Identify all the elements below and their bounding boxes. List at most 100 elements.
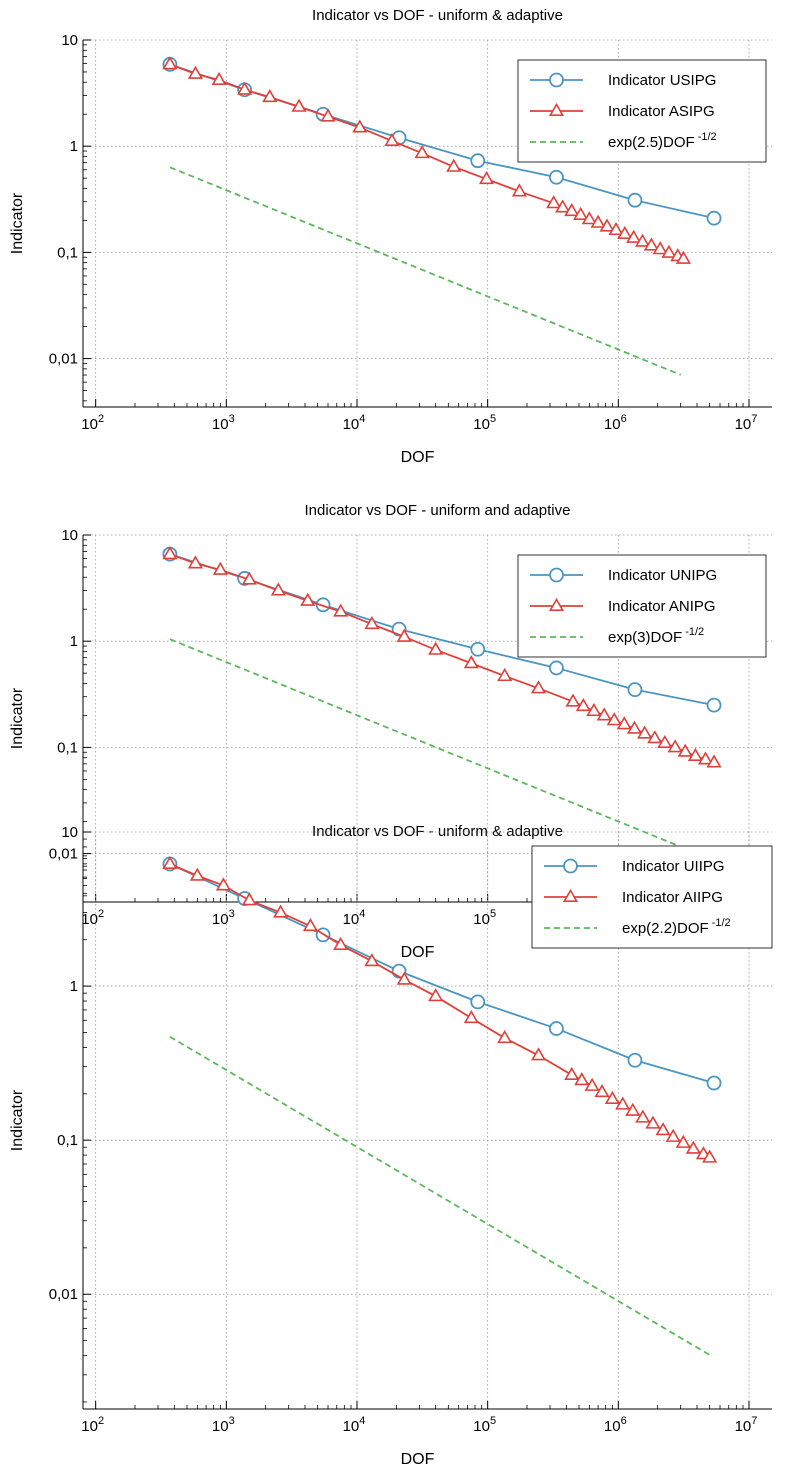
data-point bbox=[162, 56, 178, 70]
data-point bbox=[661, 244, 677, 258]
data-point bbox=[615, 1096, 631, 1110]
x-tick-label: 104 bbox=[343, 1415, 366, 1435]
data-point bbox=[655, 1122, 671, 1136]
y-tick-label: 1 bbox=[70, 978, 78, 995]
series-line bbox=[169, 638, 715, 862]
data-point bbox=[497, 1029, 513, 1044]
data-point bbox=[333, 603, 349, 617]
data-point bbox=[574, 1072, 590, 1086]
data-point bbox=[677, 743, 693, 757]
y-tick-label: 10 bbox=[61, 824, 78, 841]
data-point bbox=[573, 206, 589, 221]
x-tick-label: 106 bbox=[604, 413, 627, 433]
series-3 bbox=[169, 166, 682, 376]
series-1 bbox=[162, 546, 722, 713]
x-tick-label: 106 bbox=[604, 1415, 627, 1435]
y-tick-label: 10 bbox=[61, 527, 78, 544]
data-point bbox=[241, 892, 257, 906]
x-tick-label: 107 bbox=[735, 413, 758, 433]
legend-marker bbox=[548, 597, 565, 612]
x-axis-label: DOF bbox=[401, 1451, 435, 1468]
data-point bbox=[685, 1140, 701, 1154]
chart-panel-3: Indicator vs DOF - uniform & adaptive 102… bbox=[9, 823, 773, 1468]
data-point bbox=[272, 904, 289, 918]
data-point bbox=[627, 192, 643, 208]
y-tick-label: 0,1 bbox=[57, 739, 78, 756]
x-tick-label: 105 bbox=[473, 1415, 496, 1435]
legend-label: Indicator ANIPG bbox=[608, 598, 716, 615]
data-point bbox=[212, 561, 228, 575]
y-tick-label: 1 bbox=[70, 633, 78, 650]
data-point bbox=[530, 1047, 547, 1061]
data-point bbox=[320, 108, 336, 122]
data-point bbox=[555, 199, 571, 213]
data-point bbox=[596, 707, 612, 721]
data-point bbox=[428, 641, 444, 655]
data-point bbox=[645, 1115, 661, 1129]
x-tick-label: 105 bbox=[473, 413, 496, 433]
data-point bbox=[414, 145, 430, 159]
data-point bbox=[549, 660, 564, 676]
x-tick-label: 103 bbox=[212, 1415, 235, 1435]
series-line bbox=[169, 1035, 713, 1358]
x-axis-label: DOF bbox=[401, 944, 435, 961]
data-point bbox=[315, 597, 331, 613]
series-2 bbox=[162, 546, 722, 768]
data-point bbox=[162, 546, 178, 560]
legend-marker bbox=[549, 567, 564, 583]
x-tick-label: 103 bbox=[212, 413, 235, 433]
legend-marker bbox=[549, 72, 564, 88]
data-point bbox=[463, 655, 479, 669]
chart-panel-2: Indicator vs DOF - uniform and adaptive 1… bbox=[9, 502, 772, 961]
data-point bbox=[291, 98, 307, 112]
data-point bbox=[396, 628, 412, 642]
y-tick-label: 0,1 bbox=[57, 244, 78, 261]
data-point bbox=[604, 1090, 620, 1105]
data-point bbox=[511, 183, 527, 197]
y-tick-label: 0,01 bbox=[49, 1286, 78, 1303]
data-point bbox=[706, 754, 722, 768]
data-point bbox=[564, 202, 580, 217]
legend-label: Indicator UNIPG bbox=[608, 567, 717, 584]
data-point bbox=[470, 994, 486, 1010]
data-point bbox=[262, 88, 278, 103]
series-3 bbox=[169, 1035, 713, 1358]
data-point bbox=[396, 971, 412, 985]
data-point bbox=[565, 693, 581, 707]
x-tick-label: 102 bbox=[81, 908, 104, 928]
legend-label: Indicator USIPG bbox=[608, 72, 716, 89]
data-point bbox=[530, 680, 547, 694]
legend: Indicator UIIPG Indicator AIIPG exp(2.2)DO… bbox=[531, 845, 773, 949]
data-point bbox=[364, 953, 380, 967]
data-point bbox=[647, 730, 663, 744]
data-point bbox=[215, 877, 231, 891]
data-point bbox=[564, 1066, 580, 1080]
data-point bbox=[687, 747, 703, 762]
x-tick-label: 105 bbox=[473, 908, 496, 928]
data-point bbox=[625, 1102, 641, 1116]
data-point bbox=[162, 855, 178, 870]
data-point bbox=[470, 153, 486, 169]
data-point bbox=[241, 571, 257, 585]
data-point bbox=[300, 592, 316, 606]
data-point bbox=[575, 697, 591, 712]
x-tick-label: 104 bbox=[343, 413, 366, 433]
series-3 bbox=[169, 638, 715, 862]
data-point bbox=[590, 214, 606, 228]
data-point bbox=[497, 667, 513, 682]
y-axis-label: Indicator bbox=[9, 687, 26, 749]
legend-marker bbox=[563, 858, 578, 874]
data-point bbox=[549, 169, 564, 185]
data-point bbox=[364, 615, 380, 630]
data-point bbox=[446, 158, 462, 172]
y-tick-label: 0,1 bbox=[57, 1132, 78, 1149]
data-point bbox=[189, 867, 205, 881]
y-axis-label: Indicator bbox=[9, 192, 26, 254]
y-tick-label: 0,01 bbox=[49, 351, 78, 368]
legend-label: exp(3)DOF -1/2 bbox=[608, 626, 704, 646]
data-point bbox=[706, 1075, 722, 1091]
data-point bbox=[675, 250, 691, 264]
x-tick-label: 103 bbox=[212, 908, 235, 928]
data-point bbox=[635, 1109, 651, 1123]
